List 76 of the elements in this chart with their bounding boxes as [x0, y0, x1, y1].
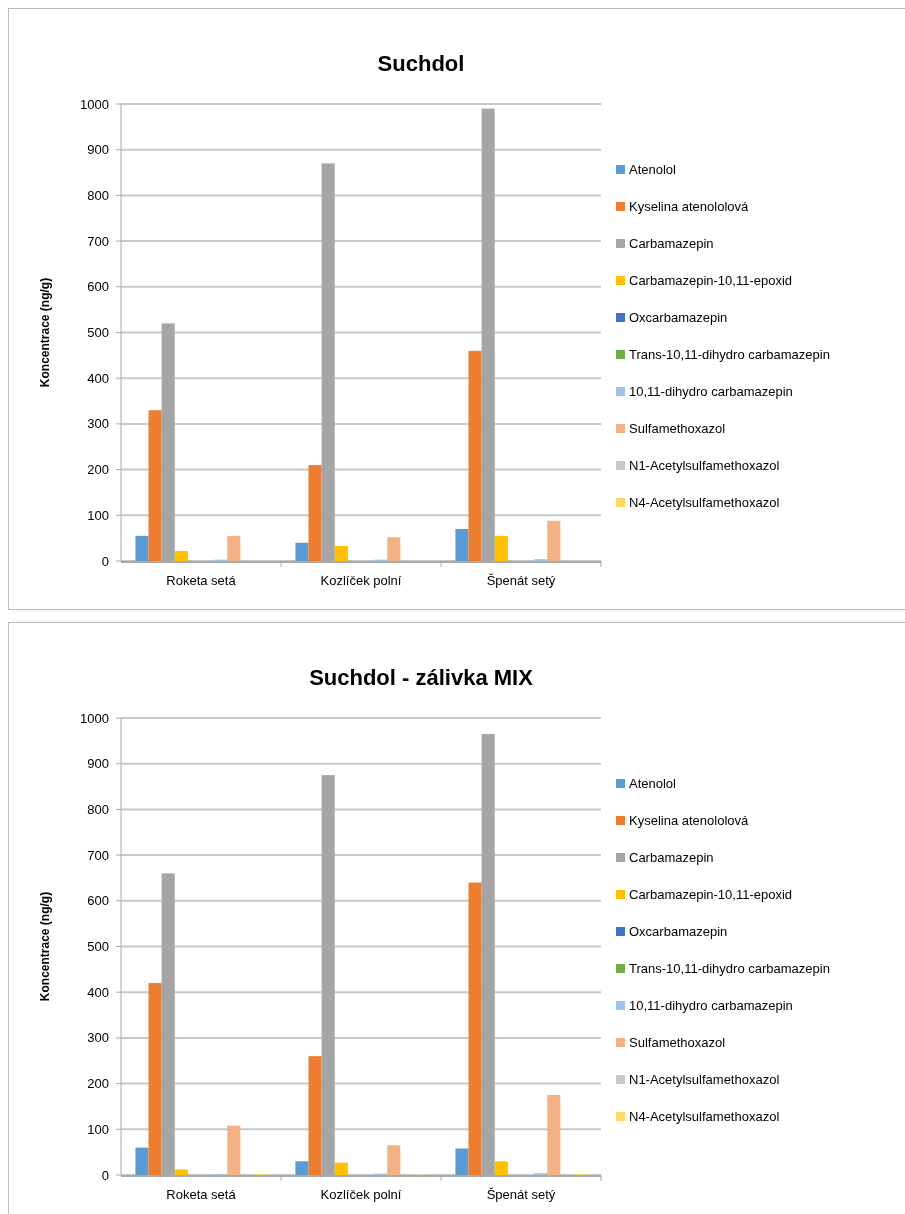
bar — [227, 535, 241, 561]
y-tick-label: 600 — [87, 893, 109, 909]
bar — [295, 1161, 309, 1175]
x-tick-label: Špenát setý — [486, 573, 556, 588]
y-tick-label: 400 — [87, 984, 109, 1000]
x-tick-label: Špenát setý — [486, 1187, 556, 1202]
bar — [295, 542, 309, 561]
bar — [174, 1169, 188, 1175]
y-tick-label: 700 — [87, 233, 109, 249]
legend-label: N1-Acetylsulfamethoxazol — [629, 458, 780, 473]
y-tick-label: 400 — [87, 370, 109, 386]
y-tick-label: 300 — [87, 416, 109, 432]
y-tick-label: 100 — [87, 1121, 109, 1137]
chart-title: Suchdol — [377, 51, 465, 76]
legend-label: N4-Acetylsulfamethoxazol — [629, 495, 780, 510]
y-axis-title: Koncentrace (ng/g) — [38, 891, 52, 1002]
y-tick-label: 1000 — [80, 96, 109, 112]
bar — [494, 1161, 508, 1175]
y-tick-label: 800 — [87, 187, 109, 203]
legend-label: Kyselina atenololová — [629, 813, 750, 828]
y-tick-label: 300 — [87, 1030, 109, 1046]
legend-label: Sulfamethoxazol — [629, 1035, 726, 1050]
y-tick-label: 900 — [87, 142, 109, 158]
y-tick-label: 100 — [87, 507, 109, 523]
legend-label: N1-Acetylsulfamethoxazol — [629, 1072, 780, 1087]
legend-label: Atenolol — [629, 162, 677, 177]
legend-label: N4-Acetylsulfamethoxazol — [629, 1109, 780, 1124]
y-tick-label: 500 — [87, 325, 109, 341]
legend-label: Carbamazepin-10,11-epoxid — [629, 887, 793, 902]
bar — [387, 537, 401, 561]
bar — [387, 1145, 401, 1175]
bar — [135, 535, 149, 561]
bar — [455, 529, 469, 561]
legend-label: 10,11-dihydro carbamazepin — [629, 998, 793, 1013]
bar — [334, 1162, 348, 1175]
bar — [547, 520, 561, 561]
legend-label: Carbamazepin — [629, 236, 714, 251]
bar — [174, 550, 188, 561]
bar — [148, 410, 162, 561]
y-tick-label: 800 — [87, 801, 109, 817]
legend-label: Oxcarbamazepin — [629, 924, 728, 939]
y-tick-label: 0 — [101, 553, 109, 569]
legend-label: Carbamazepin-10,11-epoxid — [629, 273, 793, 288]
y-tick-label: 200 — [87, 462, 109, 478]
legend-label: Kyselina atenololová — [629, 199, 750, 214]
bar — [455, 1148, 469, 1175]
chart-title: Suchdol - zálivka MIX — [309, 665, 534, 690]
y-tick-label: 0 — [101, 1167, 109, 1183]
bar — [135, 1147, 149, 1175]
bar — [308, 465, 322, 561]
legend-label: Sulfamethoxazol — [629, 421, 726, 436]
y-tick-label: 500 — [87, 939, 109, 955]
legend-label: Oxcarbamazepin — [629, 310, 728, 325]
bar — [494, 535, 508, 561]
bar — [547, 1095, 561, 1175]
legend-label: Trans-10,11-dihydro carbamazepin — [629, 347, 830, 362]
bar — [334, 545, 348, 561]
bar — [148, 983, 162, 1175]
bar — [468, 882, 482, 1175]
legend-label: Carbamazepin — [629, 850, 714, 865]
bar — [468, 350, 482, 561]
y-tick-label: 900 — [87, 756, 109, 772]
y-tick-label: 700 — [87, 847, 109, 863]
legend-label: Trans-10,11-dihydro carbamazepin — [629, 961, 830, 976]
y-tick-label: 200 — [87, 1076, 109, 1092]
y-tick-label: 600 — [87, 279, 109, 295]
legend-label: Atenolol — [629, 776, 677, 791]
y-tick-label: 1000 — [80, 710, 109, 726]
x-tick-label: Kozlíček polní — [320, 1187, 402, 1202]
x-tick-label: Roketa setá — [166, 573, 237, 588]
x-tick-label: Kozlíček polní — [320, 573, 402, 588]
y-axis-title: Koncentrace (ng/g) — [38, 277, 52, 388]
bar — [308, 1056, 322, 1175]
x-tick-label: Roketa setá — [166, 1187, 237, 1202]
legend-label: 10,11-dihydro carbamazepin — [629, 384, 793, 399]
bar — [227, 1125, 241, 1175]
